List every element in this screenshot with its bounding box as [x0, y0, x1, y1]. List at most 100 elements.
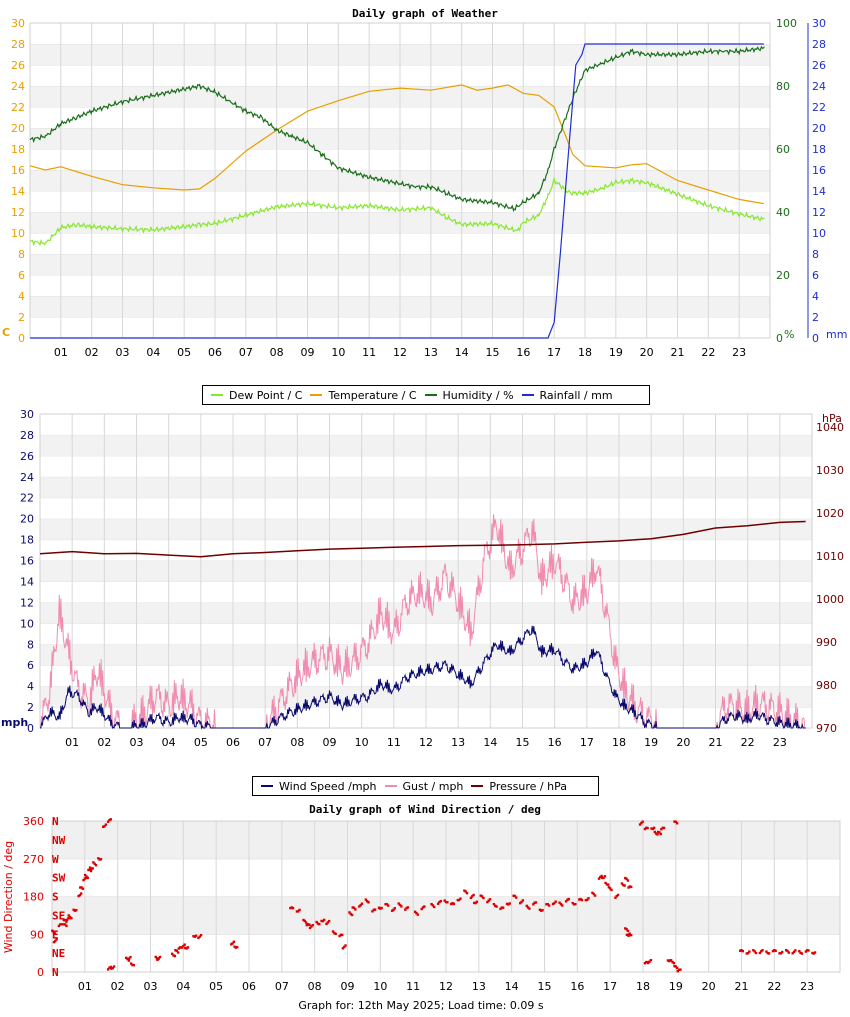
direction-point: [91, 867, 94, 870]
x-tick-label: 16: [516, 346, 530, 359]
temp-axis-tick: 30: [11, 17, 25, 30]
x-tick-label: 01: [54, 346, 68, 359]
direction-point: [551, 902, 555, 906]
direction-point: [572, 903, 576, 906]
x-tick-label: 03: [116, 346, 130, 359]
wind-axis-tick: 0: [27, 722, 34, 735]
direction-point: [232, 940, 236, 943]
direction-point: [640, 821, 643, 825]
direction-point: [766, 951, 769, 955]
x-tick-label: 03: [130, 736, 144, 749]
x-tick-label: 19: [669, 980, 683, 993]
rain-axis-tick: 2: [812, 311, 819, 324]
direction-point: [601, 876, 604, 880]
direction-point: [304, 921, 308, 924]
direction-point: [436, 902, 440, 905]
direction-point: [614, 896, 617, 899]
x-tick-label: 11: [406, 980, 420, 993]
direction-point: [75, 908, 78, 912]
direction-point: [479, 894, 483, 897]
direction-point: [289, 906, 292, 910]
direction-point: [758, 951, 762, 955]
rain-axis-tick: 20: [812, 122, 826, 135]
x-tick-label: 02: [111, 980, 125, 993]
x-tick-label: 22: [741, 736, 755, 749]
direction-point: [306, 922, 310, 926]
temp-axis-tick: 8: [18, 248, 25, 261]
direction-point: [593, 894, 597, 897]
compass-label: SW: [52, 872, 66, 885]
direction-point: [67, 917, 70, 920]
direction-point: [620, 882, 624, 885]
direction-point: [654, 832, 658, 835]
direction-point: [561, 904, 564, 907]
direction-point: [341, 947, 345, 950]
direction-point: [662, 826, 666, 830]
legend-pressure: Pressure / hPa: [471, 780, 567, 793]
direction-point: [430, 902, 433, 906]
direction-point: [533, 901, 536, 904]
direction-point: [438, 900, 441, 904]
direction-point: [651, 827, 655, 831]
direction-point: [600, 874, 603, 878]
direction-point: [341, 933, 344, 937]
direction-point: [629, 885, 633, 889]
direction-point: [326, 921, 329, 924]
x-tick-label: 08: [308, 980, 322, 993]
direction-point: [432, 905, 436, 909]
direction-point: [158, 955, 162, 959]
direction-point: [290, 906, 293, 909]
x-tick-label: 10: [373, 980, 387, 993]
direction-point: [587, 897, 590, 900]
direction-point: [154, 955, 157, 959]
pressure-axis-tick: 1040: [816, 421, 844, 434]
direction-point: [603, 875, 607, 878]
direction-point: [81, 887, 85, 890]
direction-point: [173, 954, 176, 958]
direction-point: [592, 892, 595, 896]
direction-point: [111, 966, 114, 970]
direction-point: [298, 908, 301, 912]
direction-point: [607, 886, 611, 889]
direction-point: [794, 949, 797, 952]
direction-point: [519, 901, 522, 905]
direction-point: [638, 823, 642, 826]
direction-point: [108, 818, 111, 822]
x-tick-label: 04: [162, 736, 176, 749]
direction-point: [653, 830, 657, 834]
y-tick-label: 0: [37, 966, 44, 979]
direction-point: [520, 900, 523, 904]
legend-gust: Gust / mph: [384, 780, 463, 793]
direction-point: [392, 908, 395, 912]
x-tick-label: 19: [609, 346, 623, 359]
direction-point: [791, 952, 794, 955]
x-tick-label: 06: [208, 346, 222, 359]
x-tick-label: 05: [194, 736, 208, 749]
direction-point: [333, 931, 336, 935]
direction-point: [400, 905, 403, 908]
direction-point: [157, 957, 160, 960]
direction-point: [627, 886, 630, 889]
legend-dewpoint: Dew Point / C: [211, 389, 302, 402]
direction-point: [174, 948, 177, 952]
wind-axis-tick: 4: [27, 680, 34, 693]
direction-point: [525, 904, 528, 908]
direction-point: [646, 826, 649, 830]
temp-axis-tick: 10: [11, 227, 25, 240]
compass-label: S: [52, 891, 59, 904]
direction-point: [65, 924, 68, 928]
direction-point: [807, 949, 810, 952]
direction-point: [349, 912, 352, 916]
direction-point: [578, 898, 581, 901]
direction-point: [515, 896, 518, 899]
direction-point: [767, 952, 771, 955]
legend-humidity-label: Humidity / %: [442, 388, 514, 402]
direction-point: [610, 888, 613, 892]
direction-point: [338, 934, 341, 938]
rain-axis-tick: 8: [812, 248, 819, 261]
direction-point: [182, 944, 185, 948]
direction-point: [51, 929, 54, 932]
direction-point: [104, 823, 108, 826]
x-tick-label: 14: [483, 736, 497, 749]
direction-point: [321, 919, 325, 923]
